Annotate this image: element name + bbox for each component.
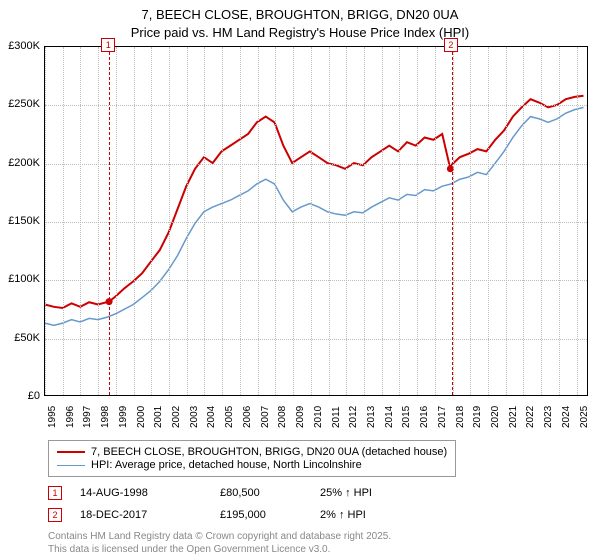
x-tick-label: 2003 — [189, 406, 200, 428]
sale-marker-box: 1 — [48, 486, 62, 500]
x-tick-label: 2014 — [384, 406, 395, 428]
legend-swatch — [57, 465, 85, 466]
sale-row: 1 14-AUG-1998 £80,500 25% ↑ HPI — [48, 486, 400, 500]
footer-line-2: This data is licensed under the Open Gov… — [48, 544, 391, 557]
y-tick-label: £250K — [8, 98, 40, 110]
legend: 7, BEECH CLOSE, BROUGHTON, BRIGG, DN20 0… — [48, 440, 456, 477]
x-tick-label: 2013 — [366, 406, 377, 428]
legend-label: HPI: Average price, detached house, Nort… — [91, 459, 362, 471]
x-tick-label: 2008 — [277, 406, 288, 428]
x-tick-label: 2022 — [525, 406, 536, 428]
sale-pct: 2% ↑ HPI — [320, 509, 400, 521]
x-tick-label: 2006 — [242, 406, 253, 428]
footer-line-1: Contains HM Land Registry data © Crown c… — [48, 531, 391, 544]
legend-label: 7, BEECH CLOSE, BROUGHTON, BRIGG, DN20 0… — [91, 446, 447, 458]
chart-marker-box: 2 — [444, 38, 458, 52]
y-tick-label: £100K — [8, 273, 40, 285]
chart-title: 7, BEECH CLOSE, BROUGHTON, BRIGG, DN20 0… — [0, 0, 600, 41]
x-tick-label: 2015 — [401, 406, 412, 428]
footer-attribution: Contains HM Land Registry data © Crown c… — [48, 531, 391, 556]
x-tick-label: 2005 — [224, 406, 235, 428]
x-axis: 1995 1996 1997 1998 1999 2000 2001 2002 2003 2004… — [44, 398, 588, 434]
x-tick-label: 2018 — [455, 406, 466, 428]
x-tick-label: 2016 — [419, 406, 430, 428]
x-tick-label: 1996 — [65, 406, 76, 428]
x-tick-label: 1999 — [118, 406, 129, 428]
y-axis: £0£50K£100K£150K£200K£250K£300K — [0, 46, 42, 396]
legend-swatch — [57, 451, 85, 453]
x-tick-label: 1997 — [82, 406, 93, 428]
x-tick-label: 1998 — [100, 406, 111, 428]
y-tick-label: £300K — [8, 40, 40, 52]
x-tick-label: 2009 — [295, 406, 306, 428]
sale-date: 14-AUG-1998 — [80, 487, 220, 499]
x-tick-label: 2021 — [508, 406, 519, 428]
x-tick-label: 2007 — [260, 406, 271, 428]
x-tick-label: 2017 — [437, 406, 448, 428]
sale-price: £195,000 — [220, 509, 320, 521]
y-tick-label: £0 — [28, 390, 40, 402]
x-tick-label: 2024 — [561, 406, 572, 428]
x-tick-label: 2019 — [472, 406, 483, 428]
series-line — [45, 96, 584, 308]
series-line — [45, 107, 584, 325]
x-tick-label: 2023 — [543, 406, 554, 428]
x-tick-label: 2025 — [579, 406, 590, 428]
sale-pct: 25% ↑ HPI — [320, 487, 400, 499]
sale-marker-box: 2 — [48, 508, 62, 522]
x-tick-label: 1995 — [47, 406, 58, 428]
chart-marker-box: 1 — [101, 38, 115, 52]
y-tick-label: £200K — [8, 157, 40, 169]
chart-container: 7, BEECH CLOSE, BROUGHTON, BRIGG, DN20 0… — [0, 0, 600, 560]
x-tick-label: 2000 — [136, 406, 147, 428]
legend-item: 7, BEECH CLOSE, BROUGHTON, BRIGG, DN20 0… — [57, 446, 447, 458]
sale-row: 2 18-DEC-2017 £195,000 2% ↑ HPI — [48, 508, 400, 522]
sale-date: 18-DEC-2017 — [80, 509, 220, 521]
x-tick-label: 2004 — [206, 406, 217, 428]
legend-item: HPI: Average price, detached house, Nort… — [57, 459, 447, 471]
y-tick-label: £150K — [8, 215, 40, 227]
plot-area — [44, 46, 588, 396]
sale-price: £80,500 — [220, 487, 320, 499]
x-tick-label: 2001 — [153, 406, 164, 428]
x-tick-label: 2010 — [313, 406, 324, 428]
y-tick-label: £50K — [14, 332, 40, 344]
x-tick-label: 2002 — [171, 406, 182, 428]
x-tick-label: 2020 — [490, 406, 501, 428]
title-line-2: Price paid vs. HM Land Registry's House … — [0, 24, 600, 42]
x-tick-label: 2012 — [348, 406, 359, 428]
title-line-1: 7, BEECH CLOSE, BROUGHTON, BRIGG, DN20 0… — [0, 6, 600, 24]
x-tick-label: 2011 — [331, 406, 342, 428]
